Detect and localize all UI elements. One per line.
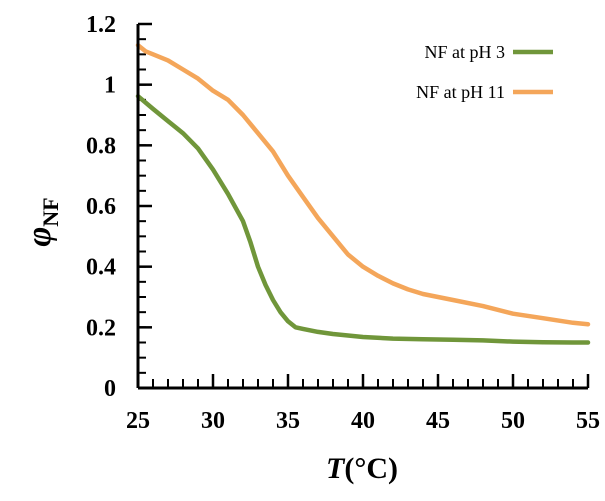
y-tick-label: 0.2 [86, 315, 116, 341]
series-line-2 [135, 42, 591, 327]
axes [136, 22, 590, 390]
x-axis-unit: (°C) [344, 452, 398, 485]
y-tick-label: 0.4 [86, 255, 116, 281]
y-tick-label: 0.8 [86, 133, 116, 159]
x-axis-symbol: T [326, 452, 346, 485]
x-axis-title: T(°C) [326, 452, 398, 485]
y-tick-labels: 0 0.2 0.4 0.6 0.8 1 1.2 [86, 12, 116, 402]
y-axis-title: φNF [21, 197, 63, 246]
x-tick-label: 55 [576, 408, 600, 434]
x-tick-label: 40 [351, 408, 375, 434]
legend: NF at pH 3 NF at pH 11 [416, 42, 553, 102]
y-axis-subscript: NF [38, 197, 63, 226]
minor-ticks [137, 23, 589, 389]
y-axis-symbol: φ [21, 227, 58, 247]
y-tick-label: 0 [104, 376, 116, 402]
x-tick-label: 45 [426, 408, 450, 434]
y-tick-label: 0.6 [86, 194, 116, 220]
series-lines [135, 42, 591, 345]
x-tick-label: 35 [276, 408, 300, 434]
x-tick-labels: 25 30 35 40 45 50 55 [126, 408, 600, 434]
legend-label-1: NF at pH 3 [425, 42, 506, 62]
y-tick-label: 1.2 [86, 12, 116, 38]
legend-label-2: NF at pH 11 [416, 82, 505, 102]
y-tick-label: 1 [104, 73, 116, 99]
x-tick-label: 25 [126, 408, 150, 434]
x-tick-label: 50 [501, 408, 525, 434]
series-line-1 [135, 93, 591, 345]
x-tick-label: 30 [201, 408, 225, 434]
